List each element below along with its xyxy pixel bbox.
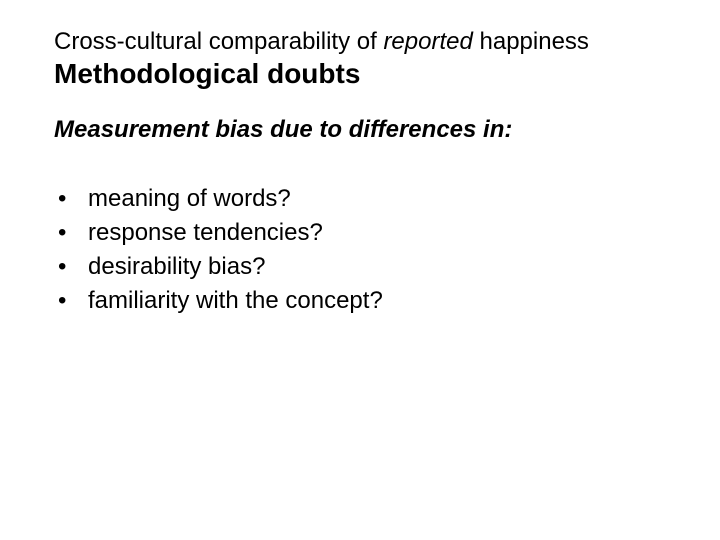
slide-supertitle: Cross-cultural comparability of reported… [54, 28, 670, 56]
supertitle-pre: Cross-cultural comparability of [54, 28, 383, 55]
list-item: desirability bias? [54, 252, 670, 282]
bullet-list: meaning of words? response tendencies? d… [54, 184, 670, 316]
supertitle-emphasis: reported [383, 28, 472, 55]
list-item: response tendencies? [54, 218, 670, 248]
list-item: familiarity with the concept? [54, 286, 670, 316]
supertitle-post: happiness [473, 28, 589, 55]
slide: Cross-cultural comparability of reported… [0, 0, 720, 540]
slide-subheading: Measurement bias due to differences in: [54, 116, 670, 144]
slide-title: Methodological doubts [54, 58, 670, 90]
list-item: meaning of words? [54, 184, 670, 214]
